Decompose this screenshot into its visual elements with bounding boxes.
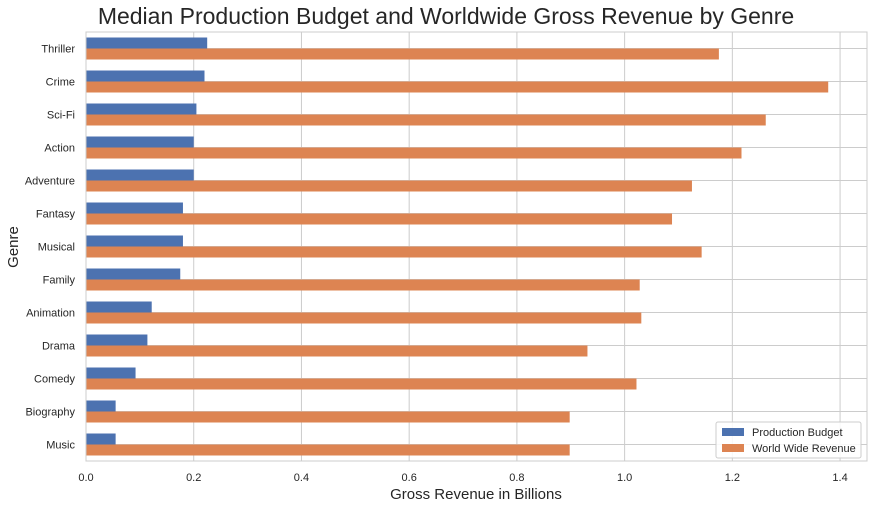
bar-world-wide-revenue (86, 114, 766, 126)
bar-world-wide-revenue (86, 411, 570, 423)
x-axis-label: Gross Revenue in Billions (390, 486, 562, 503)
y-tick-label: Sci-Fi (47, 110, 75, 122)
y-tick-label: Music (46, 440, 75, 452)
bar-world-wide-revenue (86, 213, 673, 225)
bar-production-budget (86, 103, 197, 115)
bar-world-wide-revenue (86, 279, 640, 291)
bar-production-budget (86, 334, 148, 346)
x-tick-label: 0.2 (186, 472, 201, 484)
bar-production-budget (86, 37, 208, 49)
bar-production-budget (86, 400, 116, 412)
bar-world-wide-revenue (86, 81, 829, 93)
y-tick-label: Biography (25, 407, 75, 419)
y-tick-label: Fantasy (36, 209, 76, 221)
chart-title: Median Production Budget and Worldwide G… (98, 3, 794, 29)
bar-production-budget (86, 433, 116, 445)
y-tick-label: Thriller (41, 44, 75, 56)
y-tick-labels: Thriller Crime Sci-Fi Action Adventure Fantas… (25, 44, 76, 452)
bar-world-wide-revenue (86, 246, 702, 258)
y-tick-label: Comedy (34, 374, 75, 386)
y-tick-label: Family (43, 275, 76, 287)
x-tick-labels: 0.0 0.2 0.4 0.6 0.8 1.0 1.2 1.4 (78, 472, 847, 484)
bar-production-budget (86, 268, 181, 280)
bar-world-wide-revenue (86, 444, 570, 456)
bar-world-wide-revenue (86, 345, 588, 357)
x-tick-label: 0.4 (294, 472, 309, 484)
bar-world-wide-revenue (86, 180, 692, 192)
bar-production-budget (86, 301, 152, 313)
y-axis-label: Genre (5, 226, 22, 268)
y-tick-label: Drama (42, 341, 76, 353)
plot-area-frame (85, 31, 868, 462)
x-tick-label: 1.2 (725, 472, 740, 484)
x-tick-label: 0.8 (509, 472, 524, 484)
bar-world-wide-revenue (86, 48, 719, 60)
legend-label-world-wide-revenue: World Wide Revenue (752, 443, 856, 455)
bar-production-budget (86, 70, 205, 82)
bar-production-budget (86, 202, 183, 214)
y-tick-label: Adventure (25, 176, 75, 188)
bar-production-budget (86, 367, 136, 379)
legend-box (715, 421, 862, 459)
bars (86, 37, 829, 456)
y-tick-label: Animation (26, 308, 75, 320)
x-tick-label: 1.0 (617, 472, 632, 484)
y-tick-label: Action (44, 143, 75, 155)
legend: Production Budget World Wide Revenue (715, 421, 862, 459)
x-tick-label: 0.0 (78, 472, 93, 484)
bar-world-wide-revenue (86, 312, 642, 324)
bar-world-wide-revenue (86, 378, 637, 390)
legend-swatch-world-wide-revenue (722, 444, 744, 452)
bar-production-budget (86, 169, 194, 181)
legend-label-production-budget: Production Budget (752, 427, 843, 439)
y-tick-label: Musical (38, 242, 75, 254)
legend-swatch-production-budget (722, 428, 744, 436)
bar-production-budget (86, 136, 194, 148)
x-tick-label: 0.6 (402, 472, 417, 484)
bar-production-budget (86, 235, 183, 247)
y-tick-label: Crime (46, 77, 75, 89)
x-tick-label: 1.4 (832, 472, 847, 484)
bar-world-wide-revenue (86, 147, 742, 159)
